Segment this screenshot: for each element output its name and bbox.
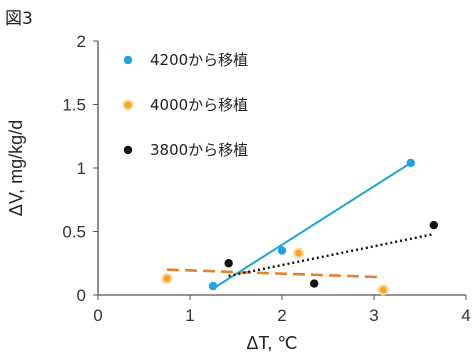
x-tick-label: 2 bbox=[277, 306, 286, 325]
x-tick-label: 3 bbox=[369, 306, 378, 325]
data-point-series-3 bbox=[310, 279, 319, 288]
y-tick-label: 1 bbox=[77, 159, 86, 178]
data-point-series-1 bbox=[208, 281, 218, 291]
y-axis-title: ΔV, mg/kg/d bbox=[6, 120, 26, 216]
data-point-series-1 bbox=[277, 246, 287, 255]
legend-label: 3800から移植 bbox=[150, 141, 248, 159]
trendline-series-1 bbox=[212, 162, 412, 290]
data-point-series-3 bbox=[429, 220, 438, 230]
data-point-series-3 bbox=[224, 259, 233, 268]
y-tick-label: 1.5 bbox=[62, 96, 86, 115]
data-point-series-1 bbox=[406, 158, 415, 168]
data-point-series-2 bbox=[295, 249, 302, 257]
legend-label: 4000から移植 bbox=[150, 96, 248, 114]
y-tick-label: 2 bbox=[77, 32, 86, 51]
data-point-series-2 bbox=[163, 275, 171, 282]
y-tick-label: 0.5 bbox=[62, 223, 86, 242]
x-tick-label: 4 bbox=[461, 306, 470, 325]
figure-label: 図3 bbox=[5, 9, 33, 29]
data-point-series-2 bbox=[379, 286, 387, 294]
y-tick-label: 0 bbox=[77, 286, 86, 305]
legend-marker bbox=[123, 55, 133, 65]
x-axis-title: ΔT, ℃ bbox=[246, 333, 297, 353]
trendline-series-3 bbox=[228, 232, 435, 278]
legend-marker bbox=[123, 145, 133, 155]
x-tick-label: 0 bbox=[93, 306, 102, 325]
legend-label: 4200から移植 bbox=[150, 51, 248, 69]
x-tick-label: 1 bbox=[185, 306, 194, 325]
legend-marker bbox=[124, 101, 132, 109]
trendline-series-2 bbox=[166, 268, 384, 279]
